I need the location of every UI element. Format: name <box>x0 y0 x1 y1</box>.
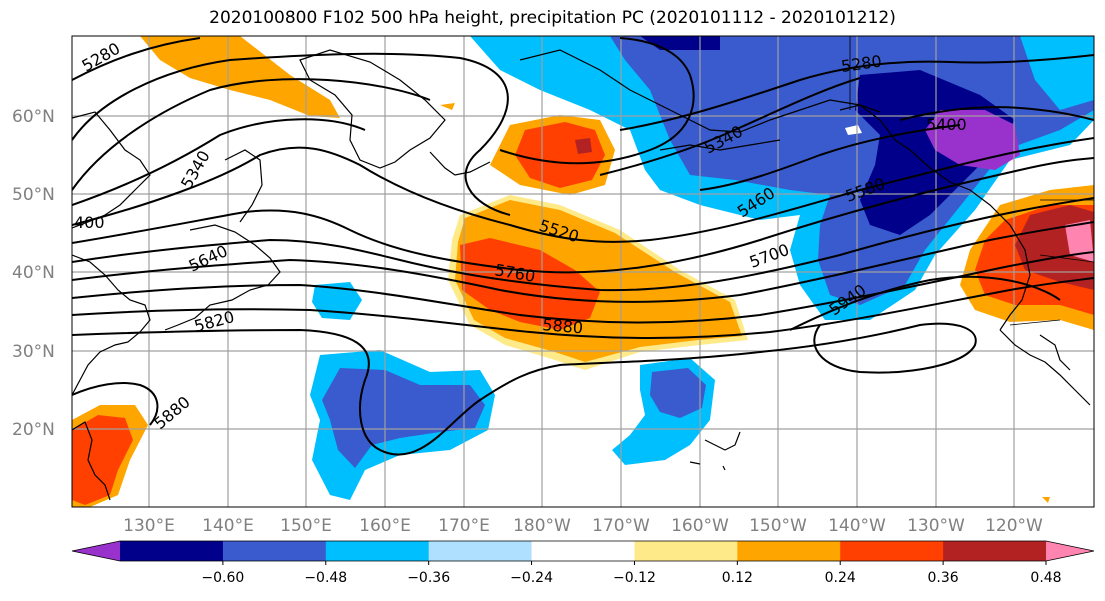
lon-label: 150°W <box>749 516 807 536</box>
contour-label: 5400 <box>926 115 967 134</box>
gridlines <box>72 36 1094 507</box>
contour-5820 <box>72 277 1094 339</box>
colorbar-tick-label: 0.24 <box>825 570 856 586</box>
lon-label: 140°E <box>202 516 254 536</box>
colorbar-tick-label: 0.48 <box>1030 570 1061 586</box>
colorbar: −0.60 −0.48 −0.36 −0.24 −0.12 0.12 0.24 0.36 0.4… <box>71 540 1095 586</box>
colorbar-segment <box>222 541 327 561</box>
contour-5580-east <box>499 37 695 165</box>
colorbar-segment <box>943 541 1047 561</box>
colorbar-segment <box>634 541 738 561</box>
lat-label: 50°N <box>12 185 55 205</box>
colorbar-tick-label: −0.48 <box>304 570 347 586</box>
contour-5580 <box>72 157 1094 274</box>
colorbar-segment <box>737 541 841 561</box>
lon-label: 180°W <box>513 516 571 536</box>
map-frame <box>71 35 1095 508</box>
lon-label: 130°E <box>123 516 175 536</box>
contour-5520 <box>72 137 1094 243</box>
shade-negative-ne-hole <box>845 125 862 135</box>
colorbar-segment <box>840 541 944 561</box>
lon-label: 140°W <box>828 516 886 536</box>
contour-5400-west <box>72 78 431 191</box>
shading-layer <box>72 36 1094 507</box>
colorbar-tick-label: −0.60 <box>201 570 244 586</box>
map-title: 2020100800 F102 500 hPa height, precipit… <box>209 8 896 28</box>
shade-positive-ne-pink <box>1065 220 1094 262</box>
colorbar-segment <box>120 541 224 561</box>
lon-label: 130°W <box>907 516 965 536</box>
colorbar-segment <box>325 541 430 561</box>
shade-positive-spot <box>1042 497 1050 503</box>
contour-5340-east <box>599 77 861 176</box>
shade-positive-nw2 <box>440 103 455 110</box>
shade-negative-ne-east <box>1020 36 1094 110</box>
contour-5460-west <box>72 118 366 206</box>
shade-positive-n-red <box>515 122 605 188</box>
contour-5280-west <box>72 37 201 81</box>
lat-label: 30°N <box>12 342 55 362</box>
contour-5700 <box>72 221 1094 303</box>
lon-label: 170°E <box>438 516 490 536</box>
longitude-labels: 130°E 140°E 150°E 160°E 170°E 180°W 170°… <box>123 516 1043 536</box>
colorbar-outline <box>71 540 1095 562</box>
contour-5340-nw <box>72 52 511 216</box>
colorbar-segment <box>531 541 635 561</box>
colorbar-extend-high <box>1046 541 1094 561</box>
colorbar-extend-low <box>72 541 120 561</box>
lat-label: 40°N <box>12 263 55 283</box>
contour-5640 <box>72 197 1094 292</box>
coastlines <box>72 49 1091 501</box>
colorbar-tick-label: 0.36 <box>928 570 959 586</box>
lon-label: 160°W <box>671 516 729 536</box>
height-contours <box>72 37 1094 456</box>
shade-positive-n-dark <box>575 138 592 154</box>
contour-label: 400 <box>74 213 105 232</box>
contour-5940 <box>789 275 1061 331</box>
lat-label: 20°N <box>12 420 55 440</box>
latitude-labels: 60°N 50°N 40°N 30°N 20°N <box>12 107 55 440</box>
shade-positive-nw <box>140 36 340 118</box>
lon-label: 160°E <box>359 516 411 536</box>
lon-label: 150°E <box>280 516 332 536</box>
contour-5760 <box>72 251 1094 324</box>
lon-label: 170°W <box>592 516 650 536</box>
contour-label: 5880 <box>542 315 584 337</box>
colorbar-tick-label: −0.12 <box>613 570 656 586</box>
colorbar-tick-label: −0.24 <box>510 570 553 586</box>
contour-5880-sw <box>72 382 159 426</box>
shade-positive-sw-red <box>72 415 133 505</box>
lat-label: 60°N <box>12 107 55 127</box>
contour-5400-east <box>899 106 1094 121</box>
lon-label: 120°W <box>985 516 1043 536</box>
shade-negative-ne-purple <box>925 110 1020 170</box>
colorbar-segment <box>428 541 533 561</box>
shade-negative-hawaii-mid <box>650 368 706 418</box>
colorbar-tick-label: 0.12 <box>722 570 753 586</box>
shade-negative-sc-mid <box>322 368 485 468</box>
colorbar-tick-label: −0.36 <box>407 570 450 586</box>
contour-5280-east <box>619 54 1094 131</box>
contour-5460-east <box>699 124 961 191</box>
contour-5880 <box>72 322 977 456</box>
